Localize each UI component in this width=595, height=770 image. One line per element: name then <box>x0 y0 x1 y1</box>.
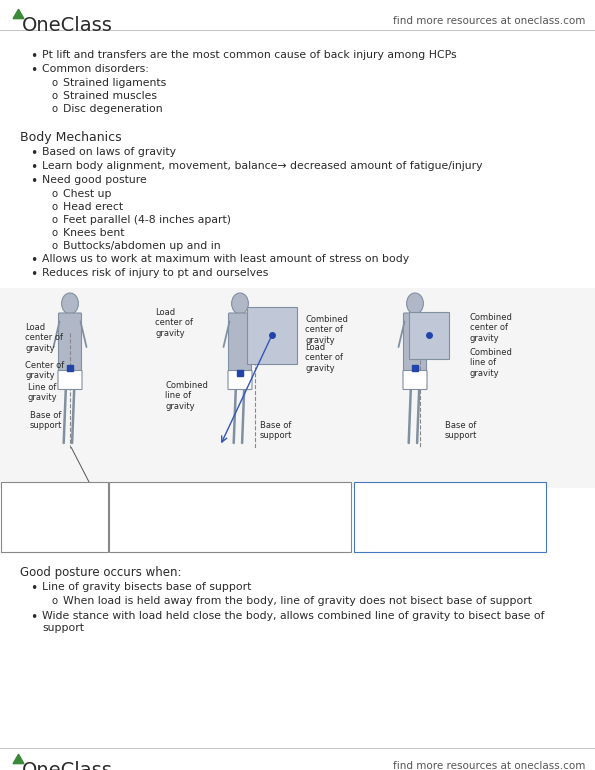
Text: Allows us to work at maximum with least amount of stress on body: Allows us to work at maximum with least … <box>42 254 409 264</box>
Text: Knees bent: Knees bent <box>63 228 124 238</box>
Ellipse shape <box>231 293 248 314</box>
Text: •: • <box>30 611 37 624</box>
Text: Common disorders:: Common disorders: <box>42 64 149 74</box>
Text: Feet parallel (4-8 inches apart): Feet parallel (4-8 inches apart) <box>63 215 231 225</box>
Text: •: • <box>30 64 37 77</box>
FancyBboxPatch shape <box>354 482 546 552</box>
Text: •: • <box>30 161 37 174</box>
Text: When load is held away from the body, line of gravity does not bisect base of su: When load is held away from the body, li… <box>63 596 532 606</box>
Text: Wide stance with load held close the body, allows combined line of gravity to bi: Wide stance with load held close the bod… <box>42 611 544 633</box>
Text: Chest up: Chest up <box>63 189 111 199</box>
Text: o: o <box>52 202 58 212</box>
Text: OneClass: OneClass <box>22 761 113 770</box>
Ellipse shape <box>406 293 424 314</box>
Text: Good posture occurs when:: Good posture occurs when: <box>20 566 181 579</box>
Text: o: o <box>52 215 58 225</box>
FancyBboxPatch shape <box>409 312 449 359</box>
Text: Base of
support: Base of support <box>260 421 292 440</box>
Text: Strained muscles: Strained muscles <box>63 91 157 101</box>
Text: •: • <box>30 175 37 188</box>
FancyBboxPatch shape <box>247 307 297 364</box>
Text: o: o <box>52 91 58 101</box>
Text: Head erect: Head erect <box>63 202 123 212</box>
FancyBboxPatch shape <box>403 313 427 377</box>
Text: Based on laws of gravity: Based on laws of gravity <box>42 147 176 157</box>
Text: o: o <box>52 596 58 606</box>
FancyBboxPatch shape <box>403 370 427 390</box>
FancyBboxPatch shape <box>109 482 351 552</box>
Text: Reduces risk of injury to pt and ourselves: Reduces risk of injury to pt and ourselv… <box>42 268 268 278</box>
Text: Pt lift and transfers are the most common cause of back injury among HCPs: Pt lift and transfers are the most commo… <box>42 50 456 60</box>
Text: Combined
line of
gravity: Combined line of gravity <box>165 381 208 411</box>
FancyBboxPatch shape <box>228 370 252 390</box>
Text: Combined
center of
gravity: Combined center of gravity <box>305 315 348 345</box>
Text: Line of
gravity: Line of gravity <box>28 383 58 403</box>
Text: find more resources at oneclass.com: find more resources at oneclass.com <box>393 16 585 26</box>
Text: Load
center of
gravity: Load center of gravity <box>155 308 193 338</box>
Text: Combined
center of
gravity: Combined center of gravity <box>470 313 513 343</box>
Text: Learn body alignment, movement, balance→ decreased amount of fatigue/injury: Learn body alignment, movement, balance→… <box>42 161 483 171</box>
Text: Disc degeneration: Disc degeneration <box>63 104 162 114</box>
Text: •: • <box>30 268 37 281</box>
Text: Point between
feet when erect

Provides stability
while standing or
moving: Point between feet when erect Provides s… <box>5 486 74 547</box>
Text: OneClass: OneClass <box>22 16 113 35</box>
Text: o: o <box>52 189 58 199</box>
Ellipse shape <box>62 293 79 314</box>
Text: Strained ligaments: Strained ligaments <box>63 78 166 88</box>
Text: Base of
support: Base of support <box>30 411 62 430</box>
Text: Center of
gravity: Center of gravity <box>25 361 64 380</box>
FancyBboxPatch shape <box>58 313 82 377</box>
FancyBboxPatch shape <box>1 482 108 552</box>
Text: Point which body is balanced (in pelvis)

Affected by position/addition of added: Point which body is balanced (in pelvis)… <box>113 486 308 547</box>
Text: o: o <box>52 228 58 238</box>
FancyBboxPatch shape <box>228 313 252 377</box>
Text: Buttocks/abdomen up and in: Buttocks/abdomen up and in <box>63 241 221 251</box>
Text: o: o <box>52 104 58 114</box>
Text: o: o <box>52 78 58 88</box>
Text: Need good posture: Need good posture <box>42 175 147 185</box>
Text: •: • <box>30 147 37 160</box>
FancyBboxPatch shape <box>58 370 82 390</box>
Text: Vertical line that passes
through the center of gravity

Most stable as it bisec: Vertical line that passes through the ce… <box>358 486 476 537</box>
Text: find more resources at oneclass.com: find more resources at oneclass.com <box>393 761 585 770</box>
Bar <box>0 288 595 488</box>
Text: Base of
support: Base of support <box>445 421 477 440</box>
Text: Line of gravity bisects base of support: Line of gravity bisects base of support <box>42 582 251 592</box>
Text: •: • <box>30 50 37 63</box>
Text: Combined
line of
gravity: Combined line of gravity <box>470 348 513 378</box>
Text: •: • <box>30 254 37 267</box>
Text: o: o <box>52 241 58 251</box>
Text: •: • <box>30 582 37 595</box>
Text: Load
center of
gravity: Load center of gravity <box>305 343 343 373</box>
Text: Body Mechanics: Body Mechanics <box>20 131 121 144</box>
Text: Load
center of
gravity: Load center of gravity <box>25 323 63 353</box>
